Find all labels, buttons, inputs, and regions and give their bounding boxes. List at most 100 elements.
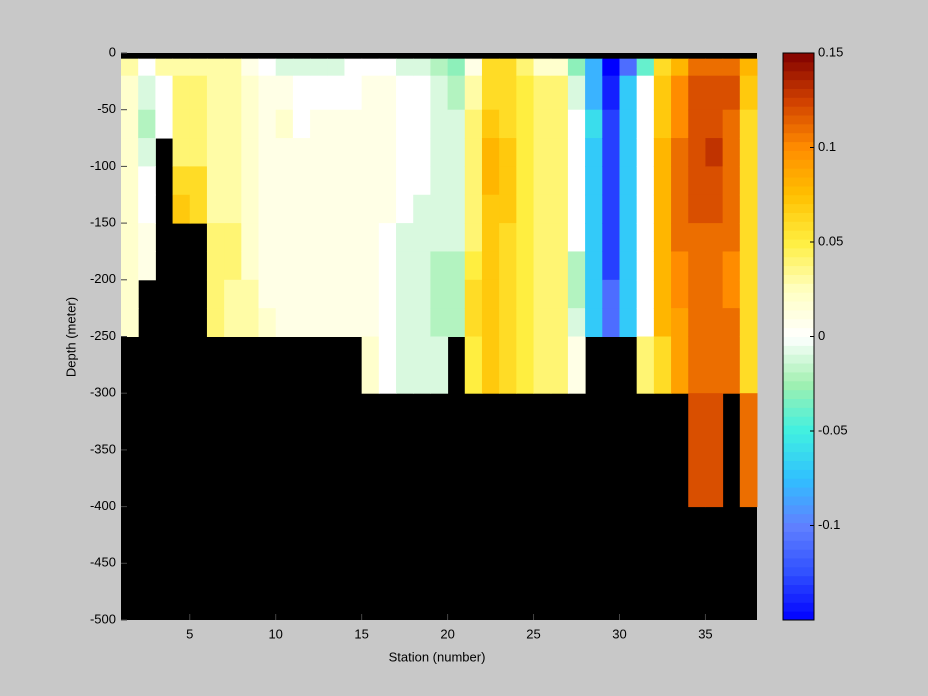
heat-cell xyxy=(155,109,174,139)
heat-cell xyxy=(310,138,328,167)
colorbar-cell xyxy=(783,416,814,426)
heat-cell xyxy=(585,308,603,337)
colorbar-tick-label: 0.1 xyxy=(818,139,836,154)
heat-cell xyxy=(585,138,603,167)
heat-cell xyxy=(121,279,139,309)
heat-cell xyxy=(464,138,483,167)
heat-cell xyxy=(224,194,242,224)
heat-cell xyxy=(121,166,139,196)
heat-cell xyxy=(481,58,500,77)
y-tick-label: -100 xyxy=(90,158,116,173)
heat-cell xyxy=(550,109,569,139)
colorbar-cell xyxy=(783,327,814,337)
heat-cell xyxy=(275,109,294,139)
colorbar-cell xyxy=(783,212,814,222)
heat-cell xyxy=(533,223,552,252)
heat-cell xyxy=(189,109,208,139)
heat-cell xyxy=(241,138,260,167)
heat-cell xyxy=(413,279,431,309)
x-tick-label: 25 xyxy=(526,626,540,641)
heat-cell xyxy=(361,251,380,281)
heat-cell xyxy=(671,109,689,139)
colorbar-cell xyxy=(783,566,814,577)
heat-cell xyxy=(396,223,414,252)
heat-cell xyxy=(430,223,449,252)
heat-cell xyxy=(585,279,603,309)
heat-cell xyxy=(499,308,517,337)
colorbar-cell xyxy=(783,575,814,586)
heat-cell xyxy=(413,109,431,139)
heat-cell xyxy=(602,109,620,139)
heat-cell xyxy=(430,138,449,167)
heat-cell xyxy=(705,166,724,196)
heat-cell xyxy=(344,58,363,77)
heat-cell xyxy=(430,109,449,139)
heat-cell xyxy=(310,223,328,252)
heat-cell xyxy=(121,251,139,281)
heat-cell xyxy=(550,223,569,252)
heat-cell xyxy=(705,109,724,139)
x-tick-label: 15 xyxy=(354,626,368,641)
heat-cell xyxy=(396,166,414,196)
colorbar-cell xyxy=(783,132,814,143)
colorbar-cell xyxy=(783,478,814,488)
heat-cell xyxy=(413,166,431,196)
heat-cell xyxy=(516,166,535,196)
heat-cell xyxy=(464,75,483,111)
heat-cell xyxy=(224,166,242,196)
heat-cell xyxy=(602,194,620,224)
heat-cell xyxy=(636,251,655,281)
colorbar-cell xyxy=(783,274,814,284)
heat-cell xyxy=(481,223,500,252)
colorbar-cell xyxy=(783,177,814,187)
heat-cell xyxy=(533,308,552,337)
heat-cell xyxy=(292,194,311,224)
colorbar-cell xyxy=(783,239,814,249)
heat-cell xyxy=(688,308,706,337)
heat-cell xyxy=(533,279,552,309)
heat-cell xyxy=(447,279,466,309)
colorbar-cell xyxy=(783,611,814,621)
heat-cell xyxy=(567,223,586,252)
colorbar-cell xyxy=(783,185,814,196)
x-tick-label: 20 xyxy=(440,626,454,641)
heat-cell xyxy=(447,251,466,281)
heat-cell xyxy=(499,194,517,224)
heat-cell xyxy=(344,279,363,309)
heat-cell xyxy=(447,109,466,139)
heat-cell xyxy=(516,109,535,139)
heat-cell xyxy=(206,308,225,337)
heat-cell xyxy=(705,393,724,508)
heat-cell xyxy=(275,138,294,167)
heat-cell xyxy=(258,308,277,337)
heat-cell xyxy=(413,58,431,77)
heat-cell xyxy=(327,109,345,139)
heat-cell xyxy=(447,58,466,77)
heat-cell xyxy=(567,138,586,167)
y-tick-label: 0 xyxy=(109,44,116,59)
heat-cell xyxy=(413,336,431,394)
heat-cell xyxy=(378,223,397,252)
colorbar-cell xyxy=(783,318,814,329)
heat-cell xyxy=(636,75,655,111)
heat-cell xyxy=(172,75,191,111)
heat-cell xyxy=(619,75,638,111)
colorbar-cell xyxy=(783,309,814,320)
heat-cell xyxy=(602,308,620,337)
heat-cell xyxy=(464,109,483,139)
heat-cell xyxy=(688,279,706,309)
heat-cell xyxy=(653,194,672,224)
heat-cell xyxy=(275,279,294,309)
heat-cell xyxy=(739,58,758,77)
x-axis-label: Station (number) xyxy=(389,649,486,664)
heat-cell xyxy=(327,58,345,77)
heat-cell xyxy=(533,58,552,77)
heat-cell xyxy=(430,58,449,77)
heat-cell xyxy=(739,138,758,167)
heat-cell xyxy=(138,138,156,167)
colorbar-cell xyxy=(783,256,814,267)
y-tick-label: -300 xyxy=(90,385,116,400)
colorbar-cell xyxy=(783,168,814,178)
heat-cell xyxy=(430,336,449,394)
heat-cell xyxy=(327,223,345,252)
